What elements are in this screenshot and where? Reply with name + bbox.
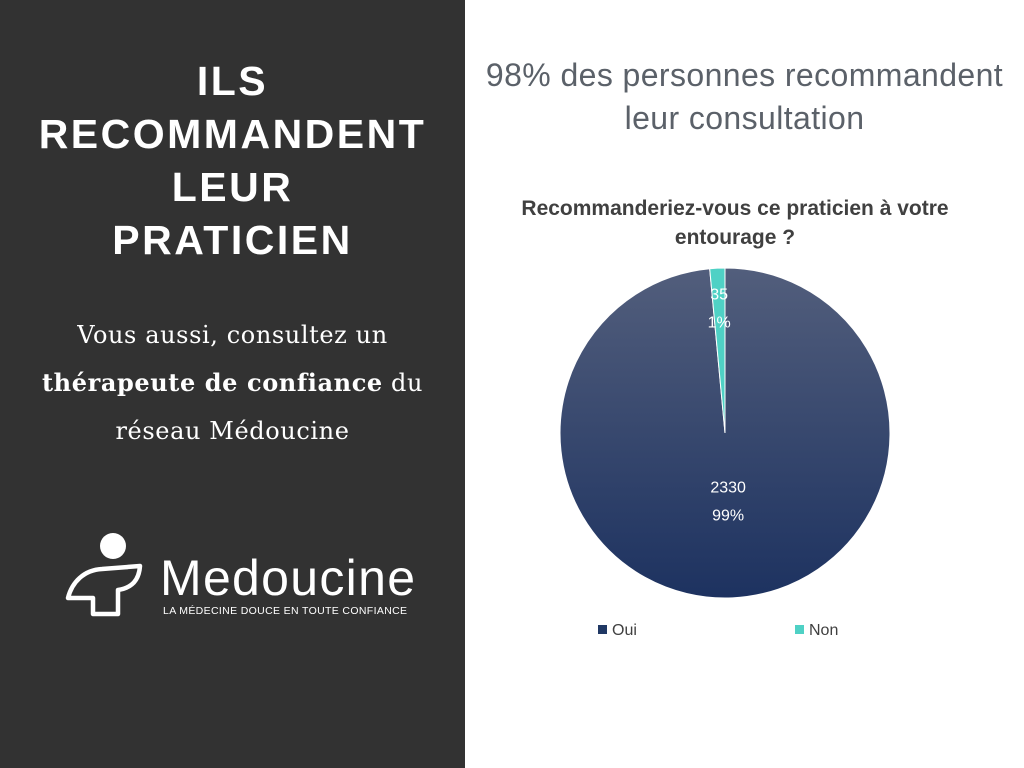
pitch-line-3: réseau Médoucine: [115, 417, 350, 445]
headline-line: leur consultation: [624, 100, 865, 136]
pitch-line-2: thérapeute de confiance du: [0, 359, 465, 407]
data-label-value-oui: 2330: [710, 480, 746, 497]
pie-slice-non: [709, 267, 726, 434]
legend-label-oui: Oui: [612, 622, 637, 639]
left-panel: ILS RECOMMANDENT LEUR PRATICIEN Vous aus…: [0, 0, 465, 768]
data-label-value-non: 35: [710, 287, 728, 304]
pie-data-labels: 2330 99% 35 1%: [708, 287, 746, 525]
pitch-highlight: thérapeute de confiance: [41, 368, 383, 397]
data-label-percent-oui: 99%: [712, 508, 744, 525]
legend-item-non: Non: [795, 622, 838, 640]
main-title-line: ILS: [196, 58, 269, 104]
pitch-text: Vous aussi, consultez un thérapeute de c…: [0, 311, 465, 455]
person-leaf-logo-icon: [65, 533, 143, 617]
legend-item-oui: Oui: [598, 622, 637, 640]
pie-chart: 2330 99% 35 1%: [559, 267, 891, 599]
legend-swatch-non: [795, 625, 804, 634]
brand-name: Medoucine: [160, 550, 417, 606]
chart-title: Recommanderiez-vous ce praticien à votre…: [505, 194, 965, 252]
main-title-line: PRATICIEN: [112, 217, 353, 263]
main-title-line: LEUR: [171, 164, 294, 210]
main-title-line: RECOMMANDENT: [38, 111, 427, 157]
headline: 98% des personnes recommandent leur cons…: [465, 54, 1024, 140]
chart-title-line: Recommanderiez-vous ce praticien à votre: [521, 197, 949, 220]
pitch-line-1: Vous aussi, consultez un: [77, 321, 388, 349]
right-panel: 98% des personnes recommandent leur cons…: [465, 0, 1024, 768]
data-label-percent-non: 1%: [708, 315, 731, 332]
brand-tagline: LA MÉDECINE DOUCE EN TOUTE CONFIANCE: [163, 605, 408, 617]
main-title: ILS RECOMMANDENT LEUR PRATICIEN: [0, 55, 465, 267]
legend-swatch-oui: [598, 625, 607, 634]
headline-line: 98% des personnes recommandent: [485, 57, 1004, 93]
legend-label-non: Non: [809, 622, 839, 639]
pie-slices: [559, 267, 891, 599]
chart-title-line: entourage ?: [674, 226, 796, 249]
pitch-line-2-rest: du: [382, 369, 424, 397]
